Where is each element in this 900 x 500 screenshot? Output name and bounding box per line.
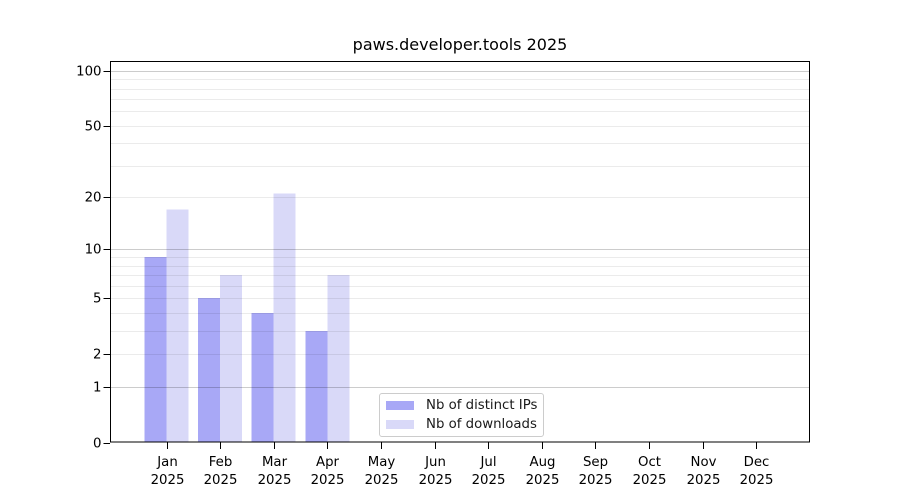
x-tick-label-feb: Feb 2025 <box>204 455 238 488</box>
x-tick-label-oct: Oct 2025 <box>633 455 667 488</box>
x-tick-label-jul: Jul 2025 <box>472 455 506 488</box>
legend-label-distinct-ips: Nb of distinct IPs <box>426 398 538 413</box>
x-tick-label-nov: Nov 2025 <box>687 455 721 488</box>
x-tick-label-dec: Dec 2025 <box>740 455 774 488</box>
y-tick-label: 100 <box>76 65 101 80</box>
bar-apr-series0 <box>305 330 328 443</box>
x-tick-label-apr: Apr 2025 <box>311 455 345 488</box>
bar-mar-series0 <box>251 312 274 443</box>
x-tick-label-may: May 2025 <box>365 455 399 488</box>
plot-border <box>110 61 810 443</box>
bar-apr-series1 <box>327 275 350 443</box>
bar-feb-series1 <box>220 275 243 443</box>
chart-legend: Nb of distinct IPs Nb of downloads <box>379 393 544 437</box>
x-tick-label-jan: Jan 2025 <box>151 455 185 488</box>
y-tick-label: 1 <box>93 381 101 396</box>
bar-jan-series1 <box>166 209 189 443</box>
legend-swatch-downloads <box>386 420 414 429</box>
x-tick-label-jun: Jun 2025 <box>419 455 453 488</box>
legend-item-downloads: Nb of downloads <box>380 415 543 434</box>
y-tick-label: 10 <box>85 243 102 258</box>
x-tick-label-aug: Aug 2025 <box>526 455 560 488</box>
y-tick-label: 50 <box>85 120 102 135</box>
y-tick-label: 5 <box>93 292 101 307</box>
y-tick-label: 2 <box>93 348 101 363</box>
legend-swatch-distinct-ips <box>386 401 414 410</box>
legend-label-downloads: Nb of downloads <box>426 417 537 432</box>
legend-item-distinct-ips: Nb of distinct IPs <box>380 396 543 415</box>
y-tick-label: 20 <box>85 191 102 206</box>
x-tick-label-sep: Sep 2025 <box>579 455 613 488</box>
bar-mar-series1 <box>273 193 296 443</box>
x-tick-label-mar: Mar 2025 <box>258 455 292 488</box>
y-tick-label: 0 <box>93 437 101 452</box>
chart-title: paws.developer.tools 2025 <box>352 35 568 54</box>
bar-feb-series0 <box>198 298 221 443</box>
bar-jan-series0 <box>144 257 167 443</box>
